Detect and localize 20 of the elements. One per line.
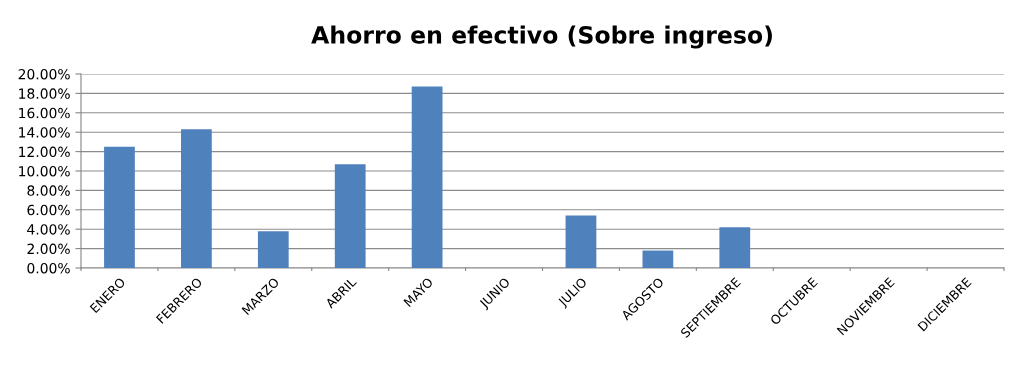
y-tick-label: 20.00% [18,68,70,80]
bar [565,215,597,268]
bar [642,250,674,268]
y-tick-label: 6.00% [27,204,70,216]
bar [719,227,751,268]
y-tick-label: 14.00% [19,127,70,138]
bar [334,164,366,268]
bar [180,129,212,268]
y-tick-label: 8.00% [27,185,70,196]
y-tick-label: 0.00% [27,262,70,274]
y-tick-label: 4.00% [27,224,70,235]
bar [257,231,289,268]
y-tick-label: 12.00% [19,146,70,158]
bar [411,86,443,268]
y-tick-label: 2.00% [27,243,70,255]
bar [104,146,135,268]
y-tick-label: 18.00% [19,88,70,99]
y-tick-label: 10.00% [19,165,70,177]
y-tick-label: 16.00% [19,107,70,119]
chart-title: Ahorro en efectivo (Sobre ingreso) [311,25,772,49]
